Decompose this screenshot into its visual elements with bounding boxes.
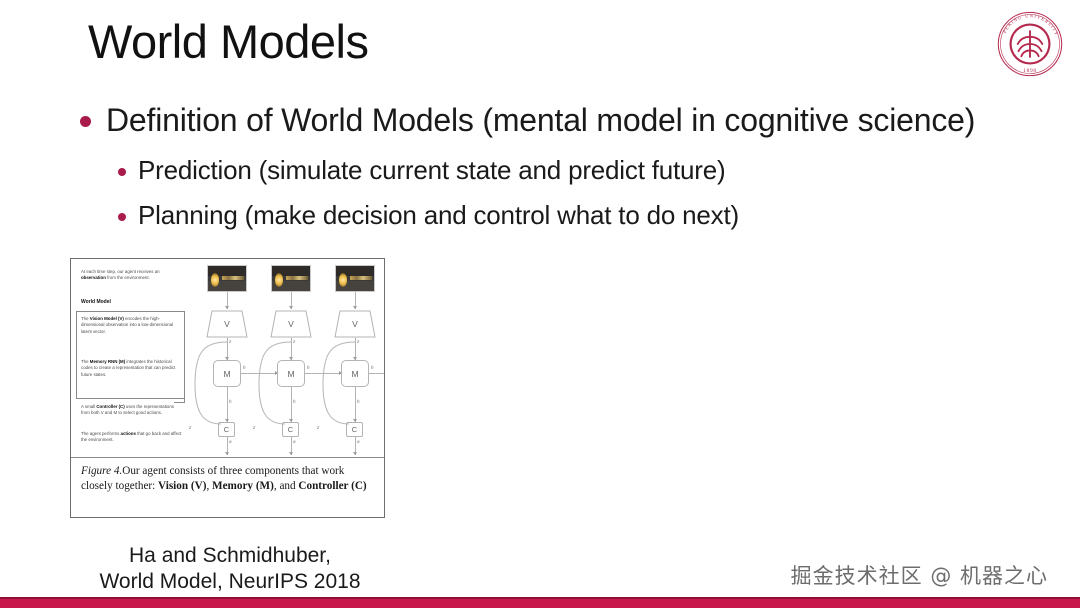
annotation-observation: At each time step, our agent receives an… <box>81 269 160 281</box>
edge-label-z: z <box>293 339 296 344</box>
bullet-definition-label: Definition of World Models (mental model… <box>106 102 976 138</box>
figure-caption-text: Our agent consists of three components t… <box>81 465 345 492</box>
page-title: World Models <box>88 15 369 68</box>
controller-node: C <box>282 422 299 437</box>
vision-node-label: V <box>352 319 358 329</box>
timestep-column: V z M h C a z h <box>253 259 342 457</box>
figure-attribution: Ha and Schmidhuber, World Model, NeurIPS… <box>70 543 390 596</box>
latent-feedback-curve <box>317 339 359 431</box>
observation-frame-thumbnail <box>335 265 375 292</box>
watermark-text: 掘金技术社区 @ 机器之心 <box>790 564 1048 588</box>
edge-label-z-feedback: z <box>317 425 320 430</box>
edge-label-a: a <box>357 439 360 444</box>
bullet-planning: Planning (make decision and control what… <box>118 200 739 231</box>
latent-feedback-curve <box>253 339 295 431</box>
memory-link <box>369 373 384 374</box>
figure-caption-controller: Controller (C) <box>298 479 367 492</box>
bullet-planning-label: Planning (make decision and control what… <box>138 200 739 230</box>
bullet-dot-icon <box>118 168 126 176</box>
figure-caption-label: Figure 4. <box>81 465 123 477</box>
edge-label-z: z <box>357 339 360 344</box>
bullet-prediction-label: Prediction (simulate current state and p… <box>138 155 726 185</box>
observation-frame-thumbnail <box>271 265 311 292</box>
annotation-vision: The Vision Model (V) encodes the high-di… <box>81 316 174 334</box>
edge-label-h: h <box>229 399 232 404</box>
edge-label-h: h <box>357 399 360 404</box>
bottom-accent-bar <box>0 599 1080 608</box>
memory-node: M <box>277 360 305 387</box>
edge-label-h-link: h <box>307 365 310 370</box>
edge-label-h-link: h <box>371 365 374 370</box>
edge-label-z-feedback: z <box>253 425 256 430</box>
memory-node: M <box>341 360 369 387</box>
figure-diagram-area: At each time step, our agent receives an… <box>71 259 384 457</box>
svg-text:1898: 1898 <box>1023 68 1037 74</box>
bullet-definition: Definition of World Models (mental model… <box>80 101 975 139</box>
bottom-bar-shade <box>0 597 1080 599</box>
edge-label-z-feedback: z <box>189 425 192 430</box>
annotation-memory: The Memory RNN (M) integrates the histor… <box>81 359 176 377</box>
figure-caption-vision: Vision (V) <box>158 479 207 492</box>
timestep-column: V z M h C a z h <box>189 259 278 457</box>
figure-caption: Figure 4.Our agent consists of three com… <box>71 457 384 494</box>
figure-caption-sep2: , and <box>273 479 299 492</box>
edge-label-a: a <box>229 439 232 444</box>
controller-node: C <box>218 422 235 437</box>
bullet-prediction: Prediction (simulate current state and p… <box>118 155 726 186</box>
vision-node-shape <box>334 310 376 338</box>
bullet-dot-icon <box>80 116 91 127</box>
annotation-actions: The agent performs actions that go back … <box>81 431 182 443</box>
bullet-dot-icon <box>118 213 126 221</box>
edge-label-h: h <box>293 399 296 404</box>
edge-label-a: a <box>293 439 296 444</box>
edge-label-h-link: h <box>243 365 246 370</box>
latent-feedback-curve <box>189 339 231 431</box>
attribution-line-2: World Model, NeurIPS 2018 <box>99 570 361 594</box>
figure-caption-memory: Memory (M) <box>212 479 274 492</box>
observation-frame-thumbnail <box>207 265 247 292</box>
controller-node: C <box>346 422 363 437</box>
world-models-figure: At each time step, our agent receives an… <box>70 258 385 518</box>
annotation-controller: A small Controller (C) uses the represen… <box>81 404 174 416</box>
annotation-world-model-label: World Model <box>81 299 111 305</box>
world-model-bracket <box>76 311 185 403</box>
edge-label-z: z <box>229 339 232 344</box>
vision-node-shape <box>270 310 312 338</box>
vision-node-label: V <box>224 319 230 329</box>
vision-node-shape <box>206 310 248 338</box>
attribution-line-1: Ha and Schmidhuber, <box>129 544 331 567</box>
memory-node: M <box>213 360 241 387</box>
peking-university-logo-icon: PEKING UNIVERSITY 1898 <box>994 8 1066 80</box>
figure-caption-sep1: , <box>206 479 213 492</box>
timestep-column: V z M h C a z h <box>317 259 384 457</box>
vision-node-label: V <box>288 319 294 329</box>
